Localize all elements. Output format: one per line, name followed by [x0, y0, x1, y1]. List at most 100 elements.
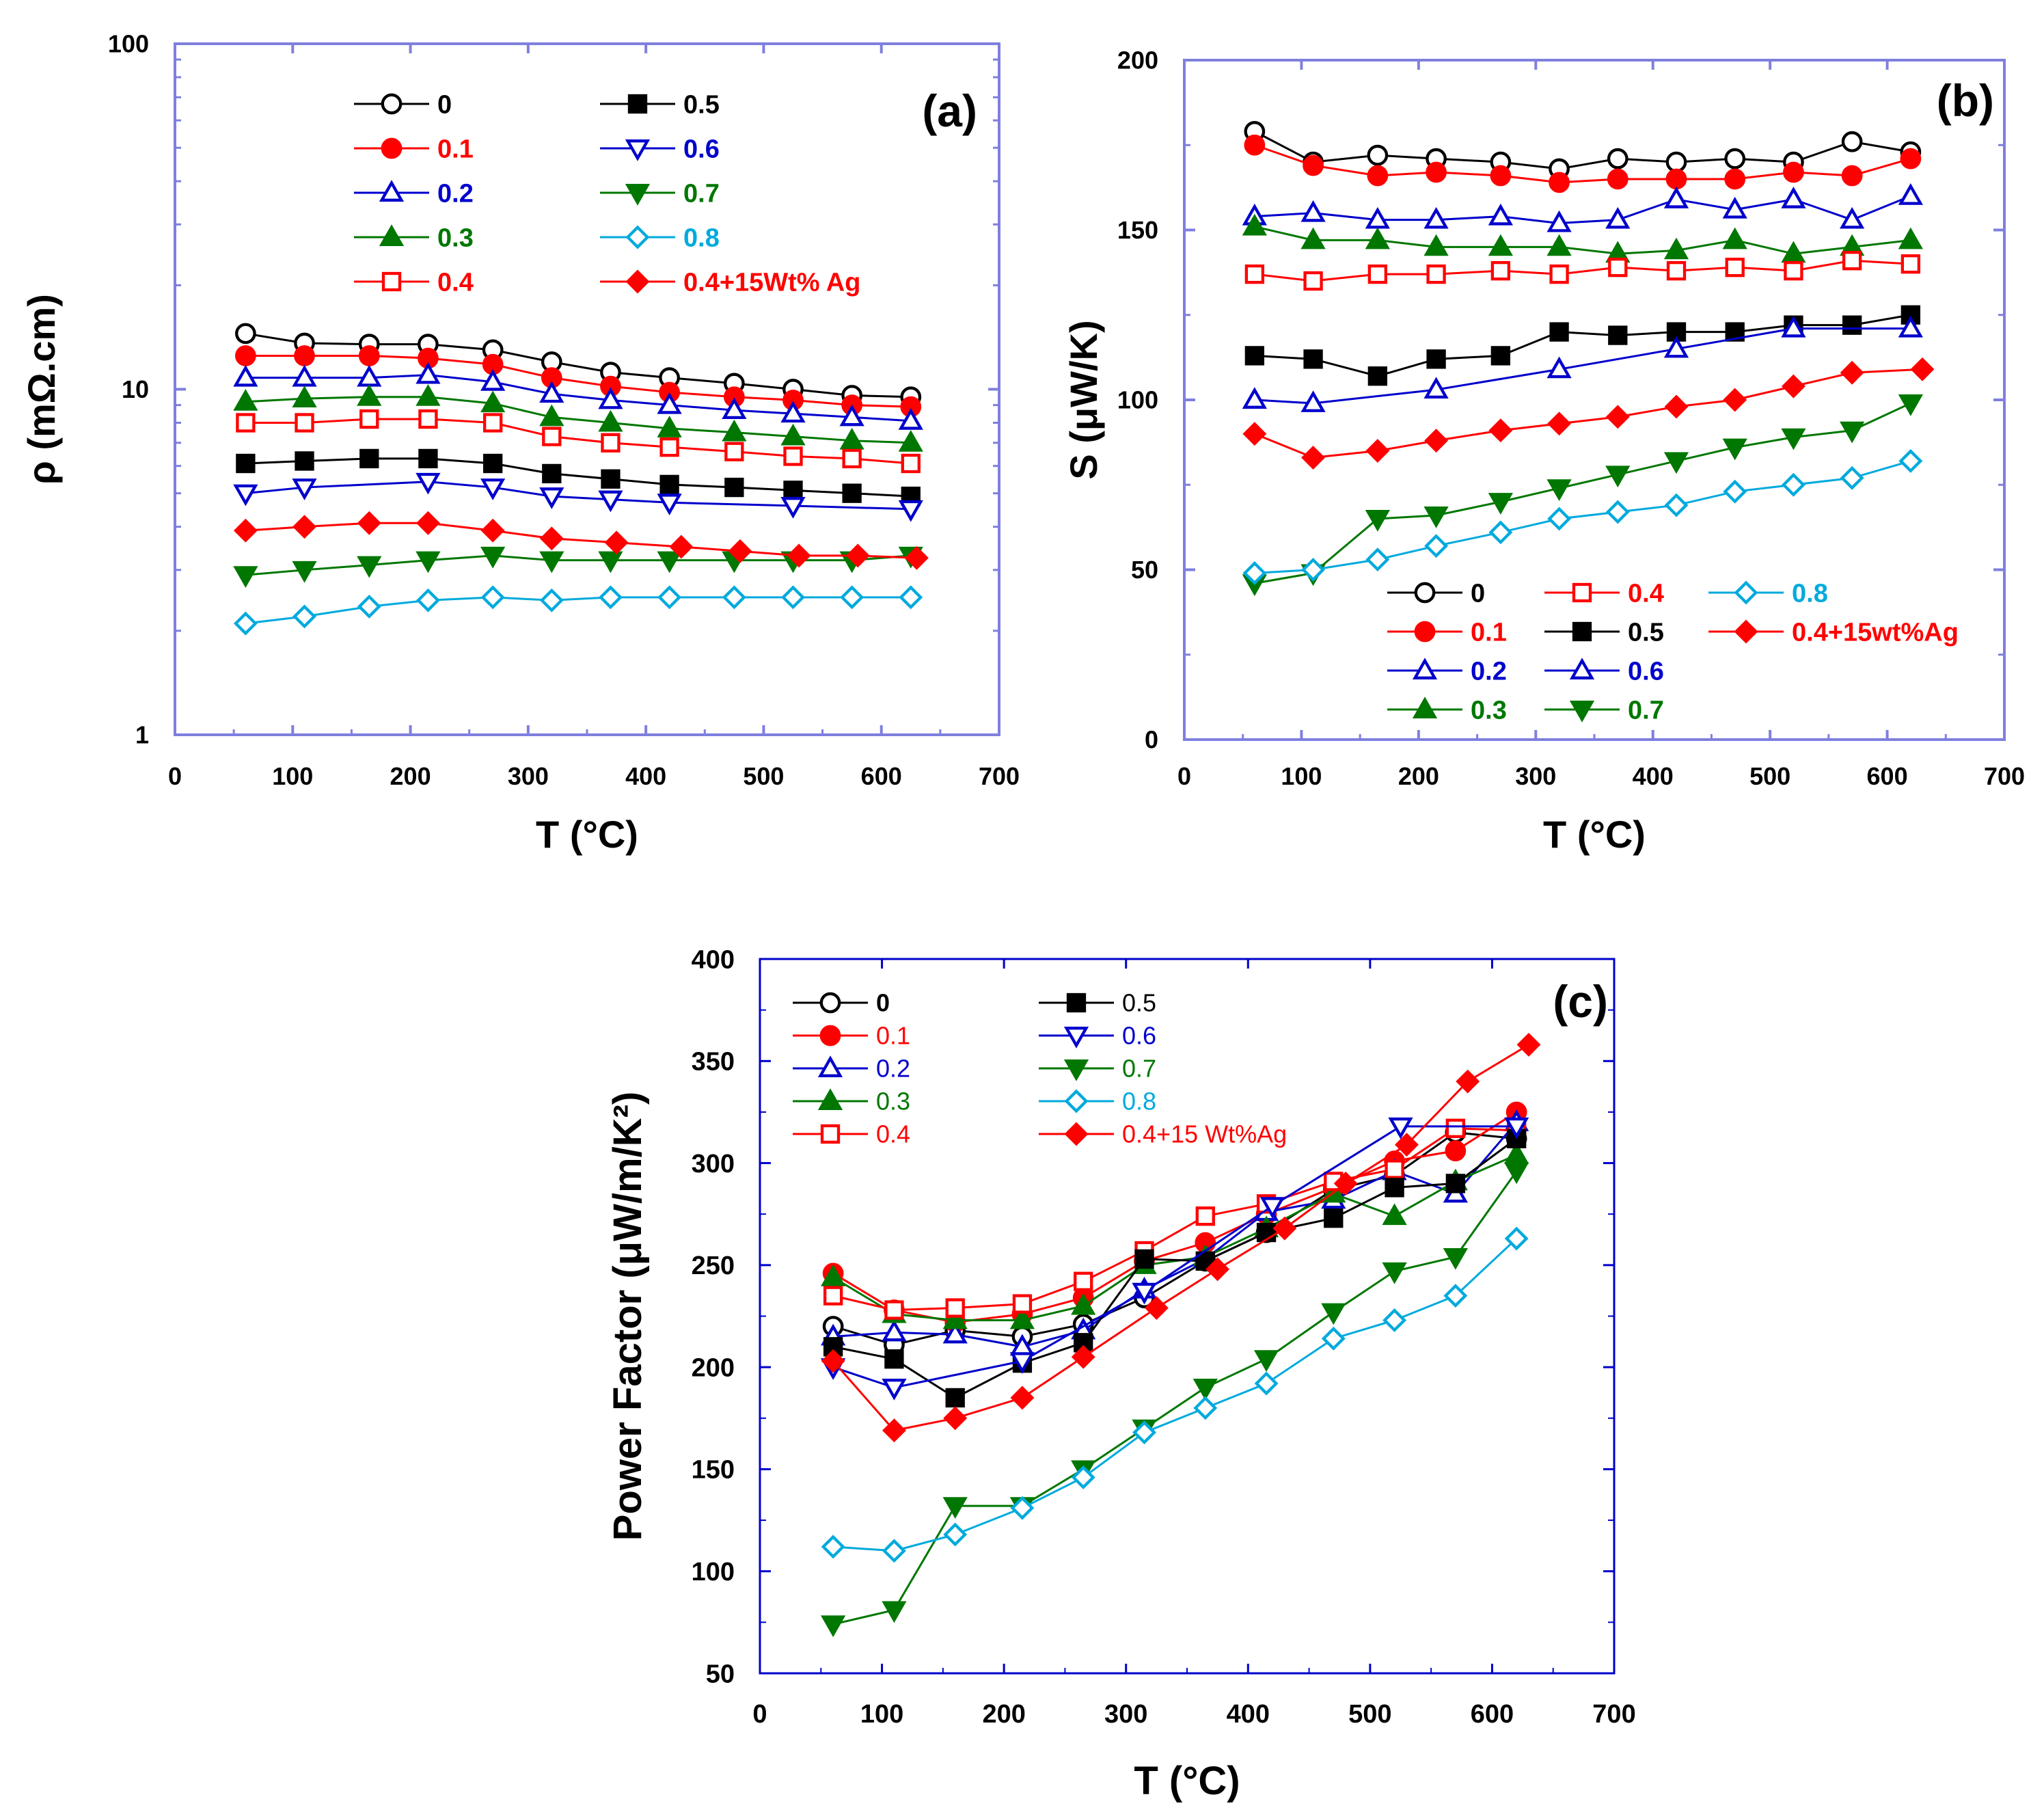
data-point: [1910, 357, 1935, 381]
data-point: [292, 478, 317, 500]
legend-label: 0: [437, 90, 452, 119]
legend-item: 0.5: [600, 90, 720, 119]
data-point: [1546, 479, 1572, 501]
data-point: [1781, 315, 1806, 338]
series-line: [832, 1170, 1518, 1625]
legend-item: 0.4+15Wt% Ag: [600, 268, 860, 297]
legend-marker: [1066, 992, 1087, 1013]
series-0-7: [1242, 394, 1923, 597]
data-point: [357, 384, 382, 406]
legend-item: 0.3: [354, 224, 474, 252]
data-point: [1488, 234, 1513, 256]
y-tick-label: 350: [692, 1048, 735, 1077]
data-point: [292, 386, 317, 408]
data-point: [1488, 418, 1513, 443]
data-point: [882, 1319, 907, 1342]
data-point: [1445, 1140, 1467, 1162]
data-point: [539, 381, 564, 403]
data-point: [359, 409, 379, 429]
x-tick-label: 0: [752, 1700, 767, 1729]
legend-label: 0.4: [1628, 579, 1664, 608]
legend: 0 0.1 0.2 0.3 0.4 0.5 0.6 0.7 0.8 0.4+15wt%Ag: [1387, 579, 1959, 725]
data-point: [1724, 148, 1746, 170]
data-point: [1365, 548, 1390, 572]
data-point: [539, 588, 564, 612]
data-point: [1272, 1216, 1297, 1241]
data-point: [480, 518, 505, 543]
series-0-4-15wt-Ag: [1242, 357, 1935, 470]
legend-item: 0: [793, 989, 890, 1017]
series-0-3: [821, 1142, 1529, 1329]
data-point: [1608, 258, 1628, 278]
data-point: [882, 1539, 906, 1563]
data-point: [1193, 1379, 1218, 1401]
legend: 0 0.1 0.2 0.3 0.4 0.5 0.6 0.7 0.8 0.4+15Wt% Ag: [354, 90, 860, 297]
legend-item: 0.4+15wt%Ag: [1708, 618, 1959, 647]
series-0: [1244, 121, 1922, 180]
x-tick-label: 0: [168, 762, 182, 790]
data-point: [823, 1286, 843, 1306]
data-point: [1456, 1069, 1480, 1094]
legend-label: 0.1: [437, 135, 474, 163]
data-point: [539, 551, 564, 573]
data-point: [1365, 227, 1390, 249]
legend-item: 0.2: [793, 1055, 910, 1083]
legend-marker: [1064, 1122, 1089, 1146]
series-line: [245, 522, 917, 559]
data-point: [1009, 1352, 1035, 1374]
legend-marker: [379, 180, 405, 202]
data-point: [1244, 134, 1266, 156]
data-point: [1385, 1178, 1404, 1198]
data-point: [483, 453, 503, 474]
y-tick-label: 10: [122, 375, 149, 403]
data-point: [1547, 411, 1572, 436]
data-point: [1010, 1386, 1035, 1410]
data-point: [1547, 506, 1572, 531]
legend-marker: [627, 94, 648, 114]
legend-item: 0.3: [793, 1088, 910, 1116]
data-point: [599, 585, 623, 610]
series-line: [245, 418, 911, 465]
data-point: [942, 1321, 968, 1344]
series-0-4-15-Wt-Ag: [821, 1032, 1541, 1443]
legend-item: 0.2: [354, 179, 474, 208]
data-point: [1898, 183, 1923, 205]
series-0-3: [1242, 213, 1923, 263]
data-point: [1666, 260, 1687, 281]
chart-a: 0 100 200 300 400 500 600 700 1 10 100 T (°C) ρ (mΩ.…: [20, 30, 1020, 856]
legend-label: 0.8: [683, 224, 720, 252]
data-point: [1898, 315, 1923, 338]
data-point: [884, 1300, 904, 1320]
data-point: [1840, 206, 1865, 229]
data-point: [1071, 1345, 1095, 1369]
data-point: [1300, 390, 1326, 412]
data-point: [483, 413, 503, 433]
data-point: [1546, 210, 1572, 232]
series-line: [1254, 195, 1911, 225]
x-tick-label: 600: [1867, 762, 1908, 790]
data-point: [943, 1406, 968, 1431]
data-point: [233, 566, 258, 589]
data-point: [1365, 206, 1390, 229]
y-tick-label: 200: [692, 1353, 735, 1382]
legend-item: 0.1: [1387, 618, 1507, 647]
legend-marker: [625, 184, 651, 206]
data-point: [1424, 534, 1449, 558]
data-point: [1303, 271, 1323, 291]
data-point: [1723, 479, 1747, 504]
data-point: [604, 530, 629, 555]
series-line: [1254, 131, 1911, 170]
legend-marker: [381, 93, 403, 115]
series-line: [245, 374, 911, 422]
series-line: [1254, 368, 1923, 459]
data-point: [236, 453, 256, 474]
y-tick-label: 50: [706, 1660, 735, 1688]
series-0: [235, 323, 922, 408]
x-tick-label: 400: [1227, 1700, 1270, 1729]
data-point: [480, 369, 506, 391]
data-point: [1301, 558, 1326, 582]
data-point: [1423, 506, 1449, 528]
data-point: [1488, 520, 1513, 545]
series-line: [832, 1127, 1517, 1312]
data-point: [1423, 377, 1449, 399]
